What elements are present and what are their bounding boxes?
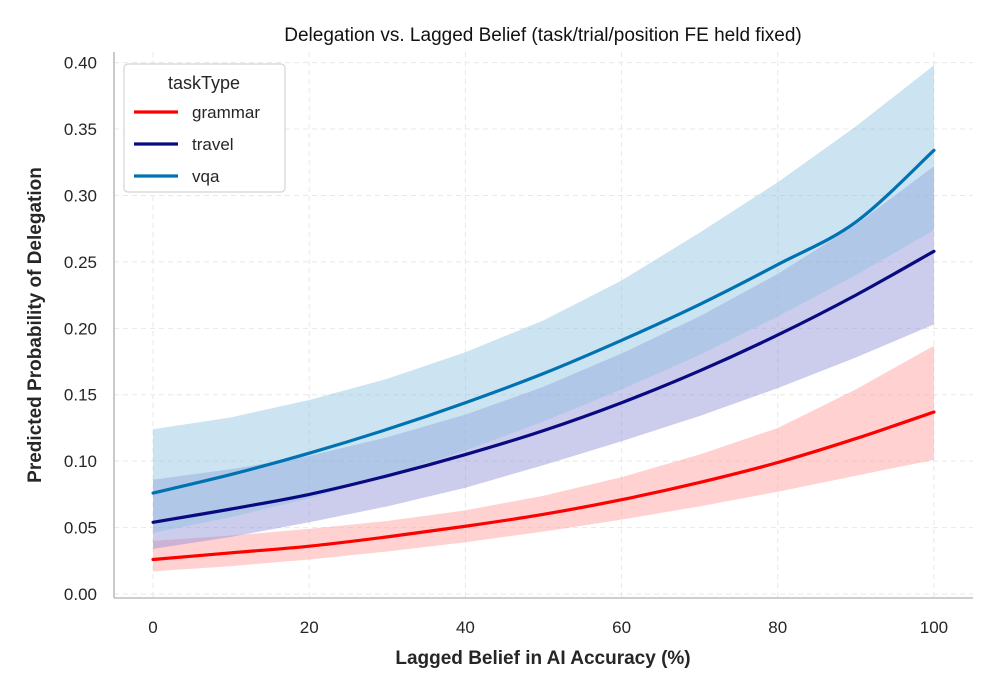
y-tick-labels: 0.00 0.05 0.10 0.15 0.20 0.25 0.30 0.35 0.40 (64, 54, 97, 604)
series-line-grammar (151, 410, 936, 562)
y-axis-label: Predicted Probability of Delegation (25, 167, 46, 483)
grid-lines (114, 52, 973, 598)
confidence-band-travel (153, 166, 934, 549)
x-tick-label: 40 (456, 618, 475, 637)
legend-label-grammar: grammar (192, 103, 260, 122)
x-tick-label: 80 (768, 618, 787, 637)
confidence-bands (153, 65, 934, 572)
legend-entries: grammar travel vqa (134, 103, 260, 186)
x-tick-labels: 0 20 40 60 80 100 (148, 618, 948, 637)
y-tick-label: 0.40 (64, 54, 97, 73)
y-tick-label: 0.30 (64, 186, 97, 205)
legend-box (123, 63, 286, 193)
y-tick-label: 0.10 (64, 452, 97, 471)
y-tick-label: 0.20 (64, 319, 97, 338)
confidence-band-vqa (153, 65, 934, 533)
x-tick-label: 20 (300, 618, 319, 637)
series-line-travel (151, 249, 936, 524)
legend-label-vqa: vqa (192, 167, 220, 186)
legend-label-travel: travel (192, 135, 234, 154)
y-tick-label: 0.35 (64, 120, 97, 139)
x-tick-label: 0 (148, 618, 157, 637)
y-tick-label: 0.00 (64, 585, 97, 604)
x-tick-label: 60 (612, 618, 631, 637)
series-lines (151, 148, 936, 562)
x-tick-label: 100 (920, 618, 948, 637)
legend: taskType grammar travel vqa (123, 63, 286, 193)
chart-title: Delegation vs. Lagged Belief (task/trial… (284, 25, 802, 46)
x-axis-label: Lagged Belief in AI Accuracy (%) (395, 648, 690, 669)
y-tick-label: 0.05 (64, 519, 97, 538)
y-tick-label: 0.25 (64, 253, 97, 272)
legend-title: taskType (168, 73, 240, 93)
y-tick-label: 0.15 (64, 386, 97, 405)
confidence-band-grammar (153, 345, 934, 572)
series-line-vqa (151, 148, 936, 495)
